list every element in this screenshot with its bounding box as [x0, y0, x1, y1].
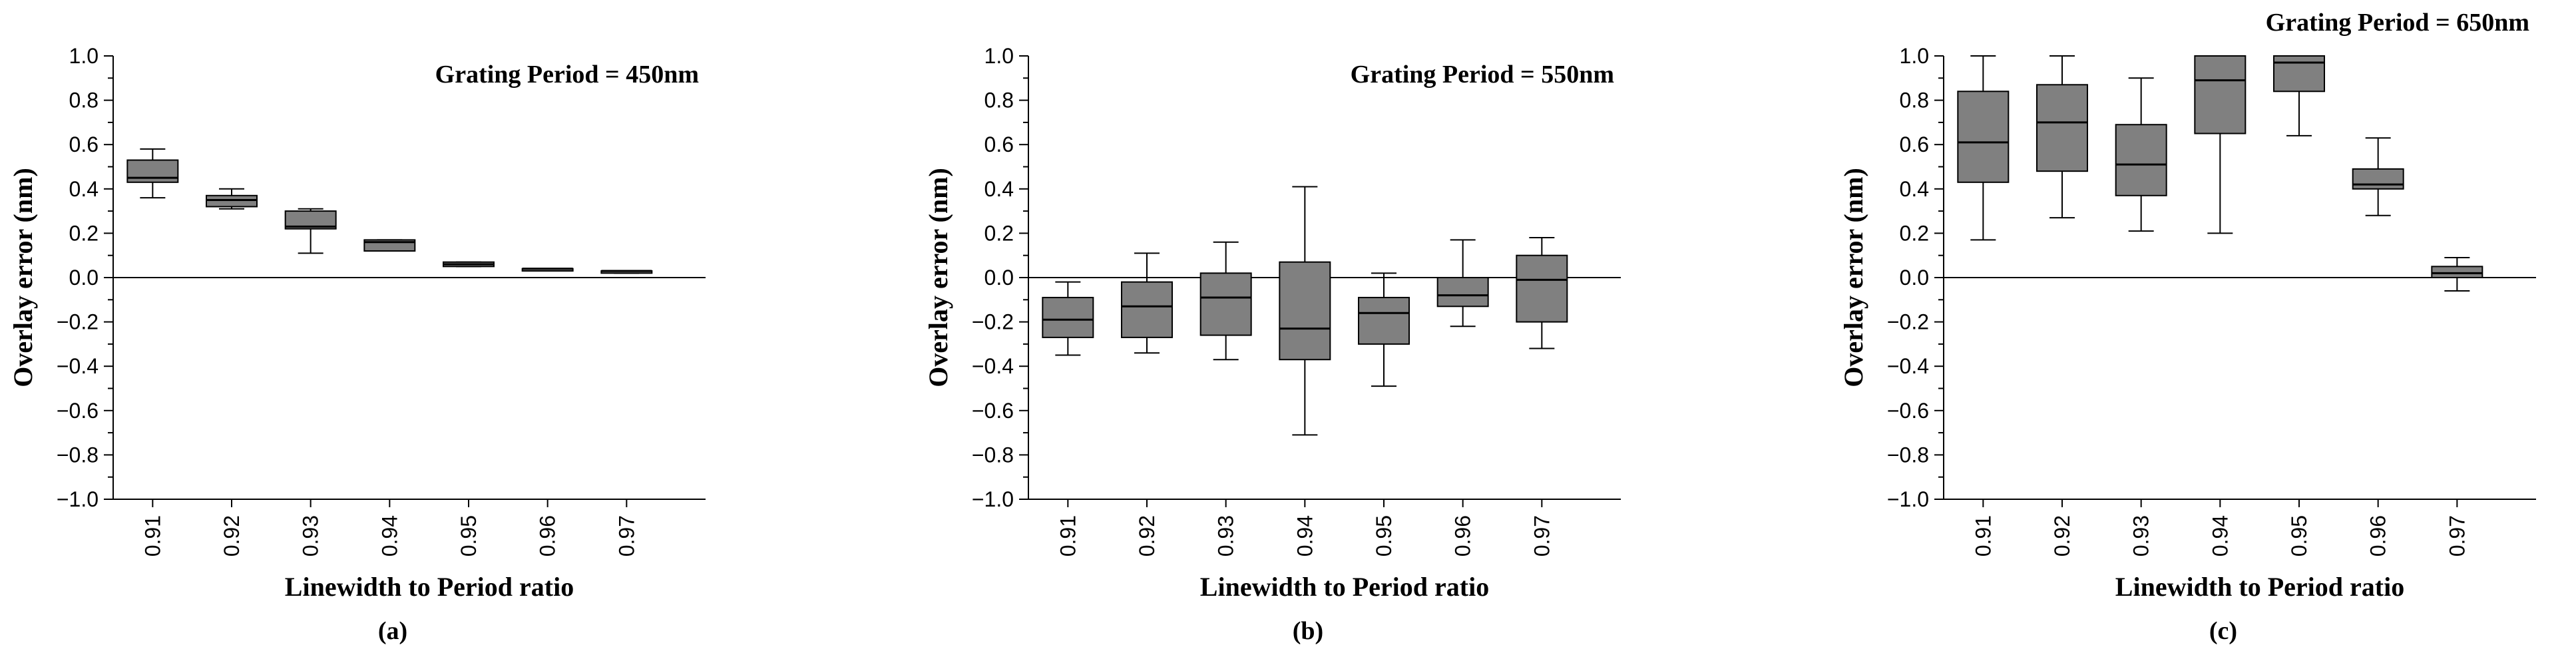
y-tick-label: −1.0: [972, 487, 1014, 511]
x-axis-title: Linewidth to Period ratio: [285, 572, 574, 602]
chart-panel-c: 1.0 0.8 0.6 0.4 0.2 0.0 −0.2 −0.4 −0.6 −0.8 −1.0 0.…: [1830, 0, 2576, 651]
box-iqr: [2194, 55, 2247, 134]
y-tick-label: 0.0: [984, 266, 1014, 290]
x-tick-label: 0.97: [614, 515, 638, 556]
y-tick-label: 0.6: [1900, 132, 1929, 156]
x-axis-title: Linewidth to Period ratio: [1200, 572, 1489, 602]
chart-svg: 1.0 0.8 0.6 0.4 0.2 0.0 −0.2 −0.4 −0.6 −0.8 −1.0 0.…: [8, 44, 706, 645]
y-tick-label: −1.0: [1887, 487, 1929, 511]
box-iqr: [2431, 266, 2483, 279]
chart-panel-a: 1.0 0.8 0.6 0.4 0.2 0.0 −0.2 −0.4 −0.6 −0.8 −1.0 0.…: [0, 0, 859, 651]
y-tick-label: 0.8: [1900, 89, 1929, 112]
x-tick-label: 0.91: [140, 515, 164, 556]
box-iqr: [1358, 296, 1410, 345]
x-tick-label: 0.91: [1971, 515, 1995, 556]
y-tick-label: −0.2: [57, 310, 99, 334]
x-tick-label: 0.92: [220, 515, 244, 556]
chart-svg: 1.0 0.8 0.6 0.4 0.2 0.0 −0.2 −0.4 −0.6 −0.8 −1.0 0.…: [923, 44, 1621, 645]
y-tick-label: 0.6: [984, 132, 1014, 156]
x-tick-label: 0.91: [1056, 515, 1080, 556]
chart-annotation: Grating Period = 550nm: [1351, 61, 1614, 89]
y-tick-label: 0.2: [984, 221, 1014, 245]
x-tick-label: 0.96: [2366, 515, 2390, 556]
y-axis-title: Overlay error (nm): [8, 168, 38, 387]
box-iqr: [206, 194, 258, 208]
y-tick-label: −0.6: [57, 399, 99, 423]
y-tick-label: 1.0: [1900, 44, 1929, 68]
y-tick-label: 0.2: [1900, 221, 1929, 245]
x-tick-label: 0.92: [1135, 515, 1159, 556]
box-iqr: [2115, 124, 2167, 196]
y-tick-label: 0.6: [69, 132, 99, 156]
x-axis-title: Linewidth to Period ratio: [2115, 572, 2404, 602]
y-tick-label: 0.0: [69, 266, 99, 290]
y-tick-label: 1.0: [984, 44, 1014, 68]
y-axis-title: Overlay error (nm): [923, 168, 953, 387]
y-tick-label: −0.4: [57, 354, 99, 378]
x-tick-label: 0.94: [1293, 515, 1317, 556]
y-tick-label: −0.2: [1887, 310, 1929, 334]
box-iqr: [1516, 254, 1568, 323]
x-tick-label: 0.97: [1530, 515, 1554, 556]
y-tick-label: −1.0: [57, 487, 99, 511]
y-tick-label: 0.4: [69, 177, 99, 201]
x-tick-label: 0.94: [2208, 515, 2232, 556]
box-iqr: [1121, 281, 1173, 338]
x-tick-label: 0.93: [1214, 515, 1238, 556]
x-tick-label: 0.96: [1451, 515, 1475, 556]
y-tick-label: −0.6: [1887, 399, 1929, 423]
y-tick-label: 0.4: [984, 177, 1014, 201]
y-tick-label: −0.2: [972, 310, 1014, 334]
panel-caption: (a): [378, 617, 407, 645]
x-tick-label: 0.94: [377, 515, 401, 556]
y-tick-label: −0.4: [972, 354, 1014, 378]
y-tick-label: −0.8: [972, 443, 1014, 467]
box-iqr: [1279, 261, 1331, 361]
box-iqr: [126, 159, 179, 183]
box-iqr: [1042, 296, 1094, 338]
box-iqr: [2036, 84, 2088, 172]
y-tick-label: −0.6: [972, 399, 1014, 423]
y-tick-label: −0.4: [1887, 354, 1929, 378]
x-tick-label: 0.95: [457, 515, 481, 556]
y-tick-label: 0.8: [984, 89, 1014, 112]
y-tick-label: −0.8: [1887, 443, 1929, 467]
y-tick-label: −0.8: [57, 443, 99, 467]
panel-caption: (b): [1293, 617, 1323, 645]
x-tick-label: 0.95: [2287, 515, 2311, 556]
chart-svg: 1.0 0.8 0.6 0.4 0.2 0.0 −0.2 −0.4 −0.6 −0.8 −1.0 0.…: [1838, 9, 2536, 645]
chart-annotation: Grating Period = 650nm: [2266, 9, 2529, 37]
panel-caption: (c): [2209, 617, 2237, 645]
x-tick-label: 0.92: [2050, 515, 2074, 556]
y-tick-label: 0.8: [69, 89, 99, 112]
box-iqr: [1957, 91, 2010, 183]
y-tick-label: 0.4: [1900, 177, 1929, 201]
x-tick-label: 0.93: [299, 515, 323, 556]
y-tick-label: 1.0: [69, 44, 99, 68]
box-iqr: [2352, 168, 2404, 190]
chart-annotation: Grating Period = 450nm: [435, 61, 699, 89]
x-tick-label: 0.93: [2129, 515, 2153, 556]
x-tick-label: 0.95: [1372, 515, 1396, 556]
x-tick-label: 0.97: [2445, 515, 2469, 556]
box-iqr: [1199, 272, 1252, 336]
chart-panel-b: 1.0 0.8 0.6 0.4 0.2 0.0 −0.2 −0.4 −0.6 −0.8 −1.0 0.…: [915, 0, 1774, 651]
box-iqr: [1436, 277, 1489, 308]
y-tick-label: 0.2: [69, 221, 99, 245]
x-tick-label: 0.96: [536, 515, 560, 556]
box-iqr: [2273, 55, 2325, 93]
y-axis-title: Overlay error (nm): [1838, 168, 1868, 387]
y-tick-label: 0.0: [1900, 266, 1929, 290]
